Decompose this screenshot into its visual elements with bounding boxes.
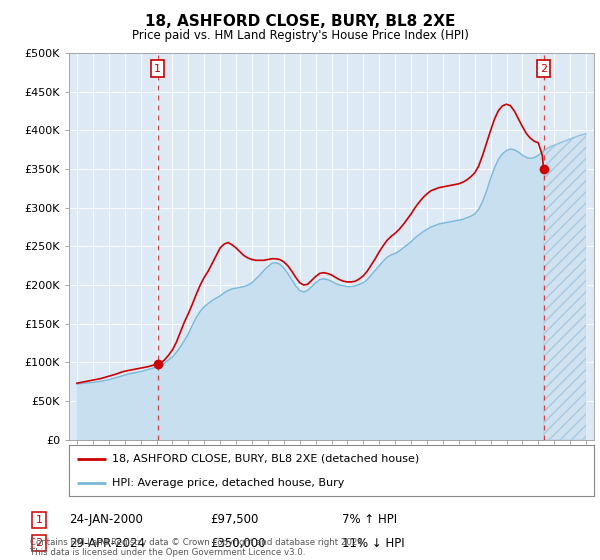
Text: 24-JAN-2000: 24-JAN-2000 xyxy=(69,513,143,526)
Text: £350,000: £350,000 xyxy=(210,536,265,550)
Text: 18, ASHFORD CLOSE, BURY, BL8 2XE: 18, ASHFORD CLOSE, BURY, BL8 2XE xyxy=(145,14,455,29)
Text: £97,500: £97,500 xyxy=(210,513,259,526)
Text: 2: 2 xyxy=(35,538,43,548)
Text: 29-APR-2024: 29-APR-2024 xyxy=(69,536,145,550)
Text: Price paid vs. HM Land Registry's House Price Index (HPI): Price paid vs. HM Land Registry's House … xyxy=(131,29,469,42)
Text: 7% ↑ HPI: 7% ↑ HPI xyxy=(342,513,397,526)
Text: 2: 2 xyxy=(540,64,547,74)
Text: 1: 1 xyxy=(154,64,161,74)
Text: HPI: Average price, detached house, Bury: HPI: Average price, detached house, Bury xyxy=(112,478,344,488)
Text: 11% ↓ HPI: 11% ↓ HPI xyxy=(342,536,404,550)
Text: 1: 1 xyxy=(35,515,43,525)
Text: 18, ASHFORD CLOSE, BURY, BL8 2XE (detached house): 18, ASHFORD CLOSE, BURY, BL8 2XE (detach… xyxy=(112,454,419,464)
Text: Contains HM Land Registry data © Crown copyright and database right 2024.
This d: Contains HM Land Registry data © Crown c… xyxy=(30,538,365,557)
